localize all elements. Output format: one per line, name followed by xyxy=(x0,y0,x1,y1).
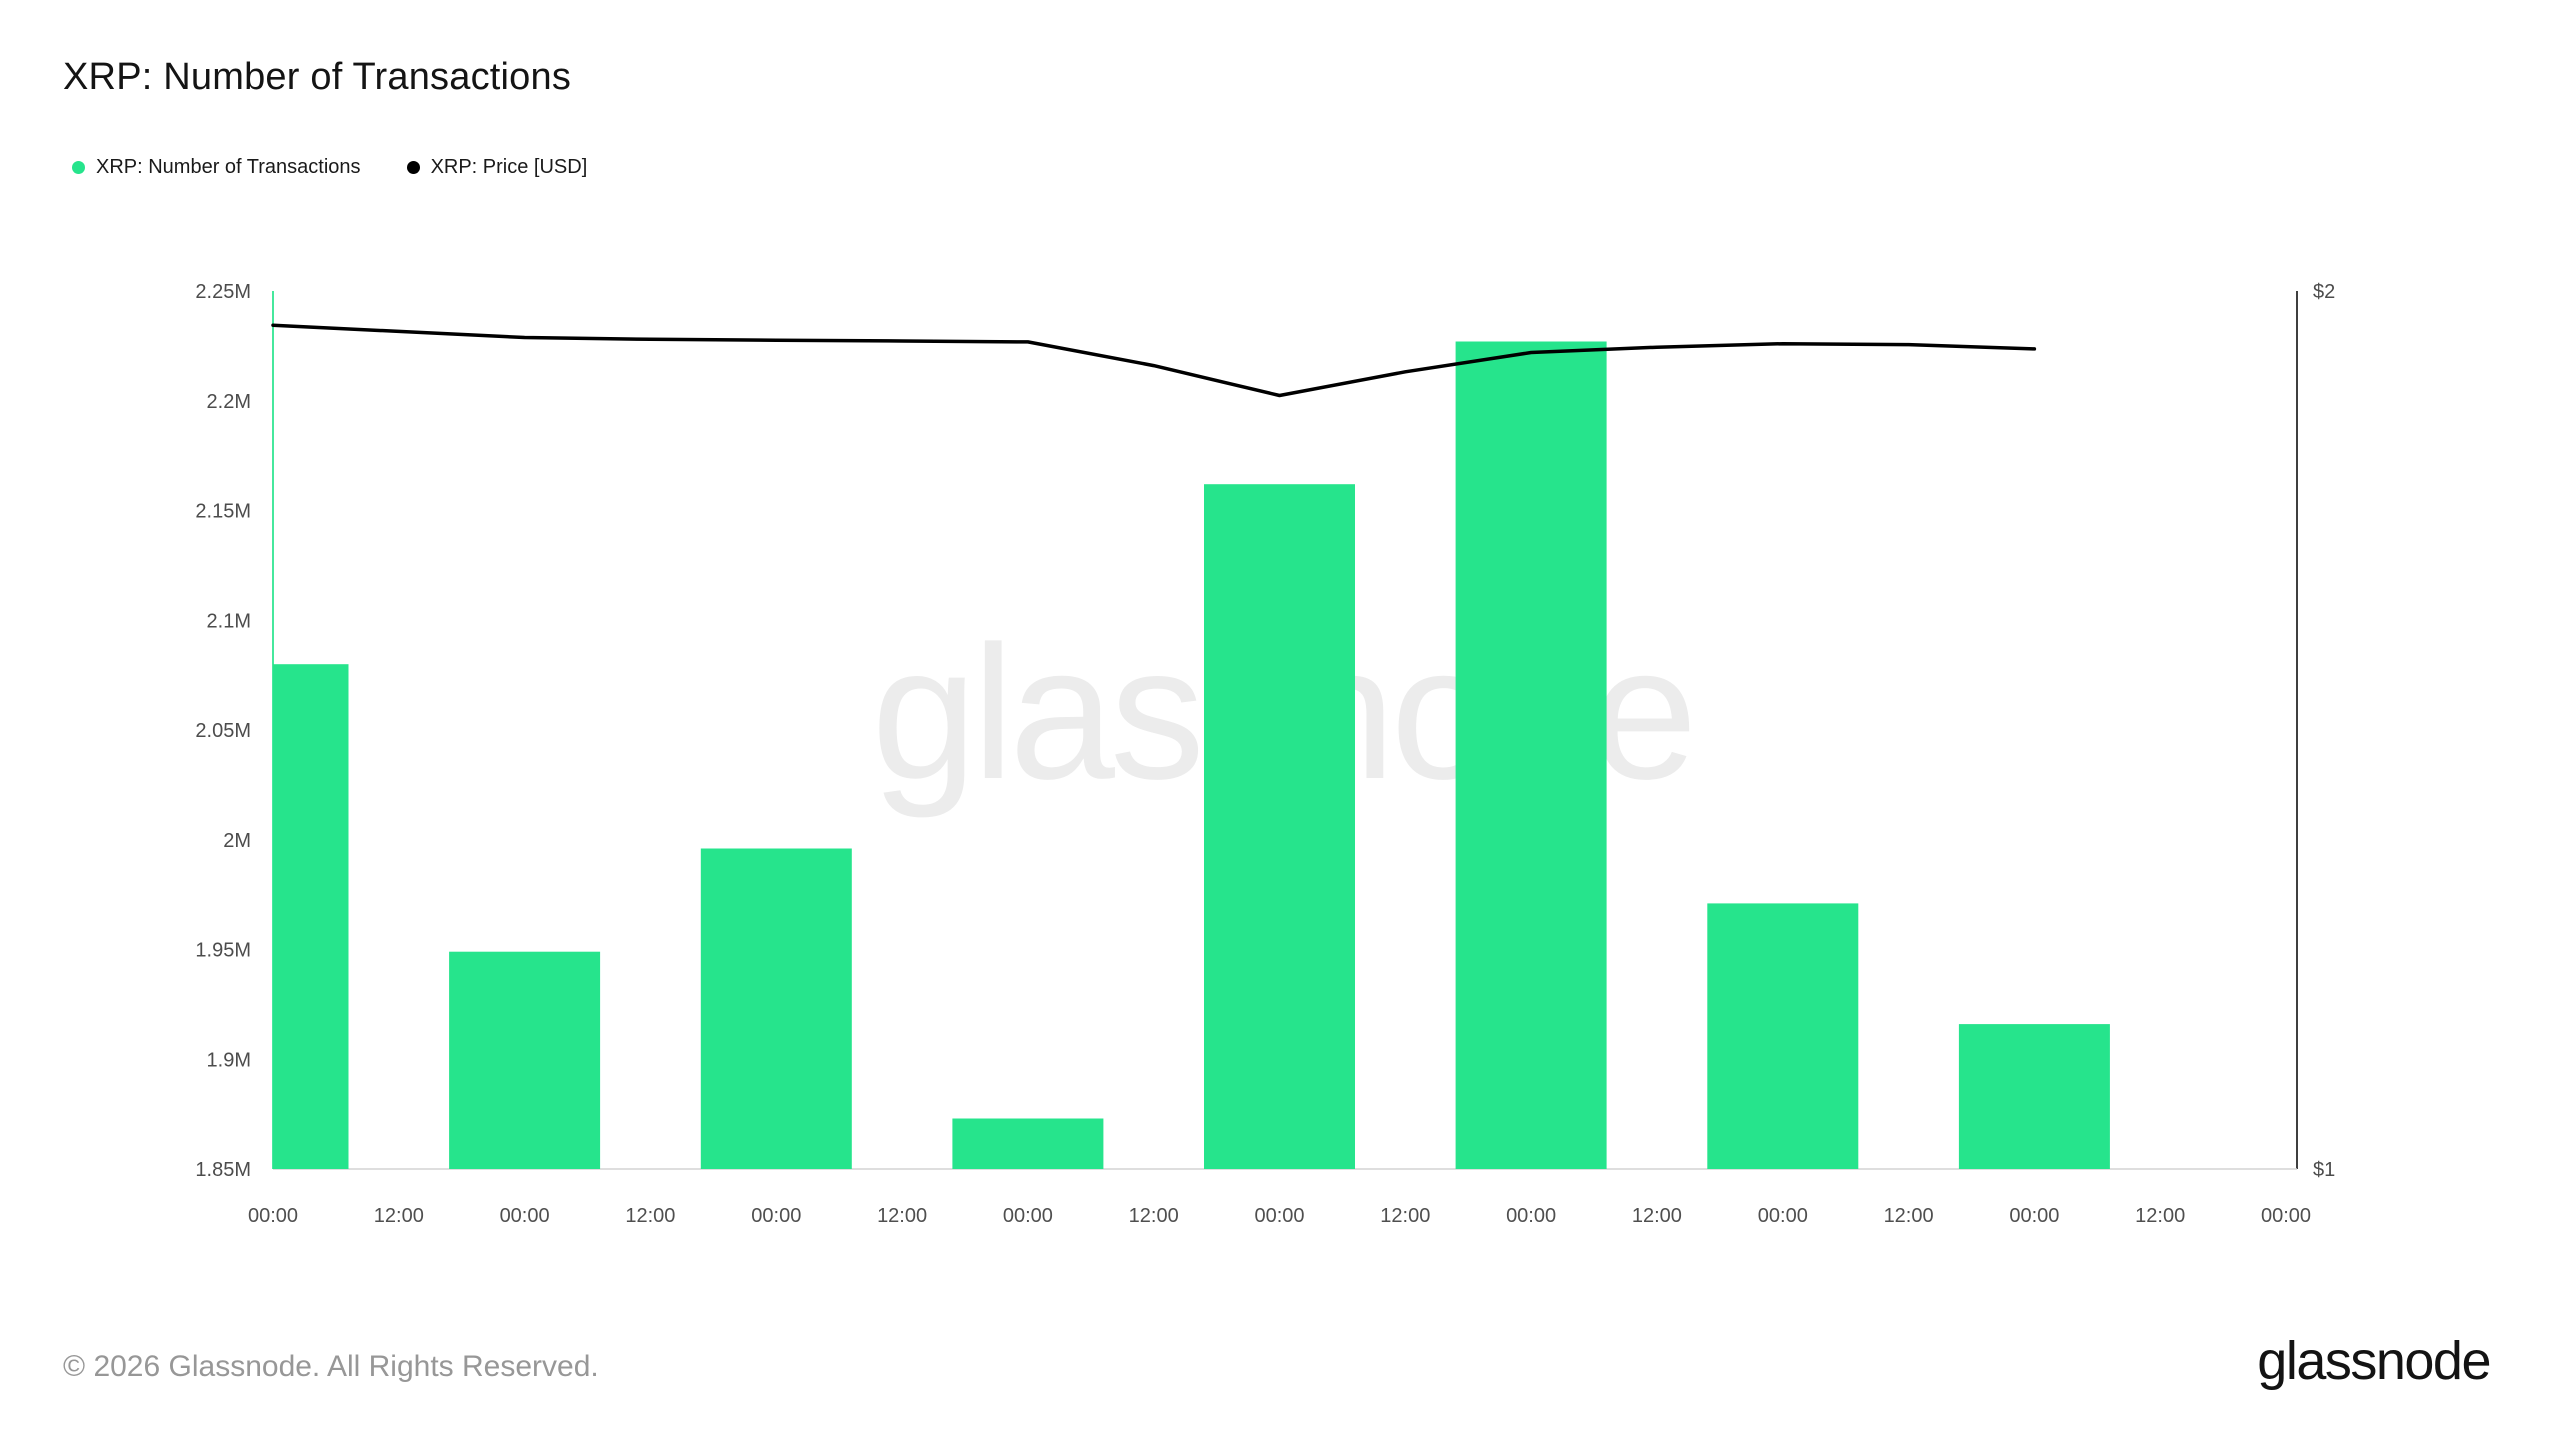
transactions-bar[interactable] xyxy=(952,1118,1104,1170)
transactions-bar[interactable] xyxy=(700,848,852,1170)
transactions-bar[interactable] xyxy=(1707,903,1859,1169)
transactions-bar[interactable] xyxy=(1958,1024,2110,1169)
left-axis-tick-label: 1.85M xyxy=(195,1159,251,1181)
x-axis-tick-label: 12:00 xyxy=(1129,1205,1179,1227)
x-axis-tick-label: 12:00 xyxy=(625,1205,675,1227)
legend-item-1[interactable]: XRP: Price [USD] xyxy=(406,156,588,179)
x-axis-tick-label: 12:00 xyxy=(1380,1205,1430,1227)
x-axis-tick-label: 12:00 xyxy=(2135,1205,2185,1227)
legend-label: XRP: Number of Transactions xyxy=(96,156,361,178)
legend-label: XRP: Price [USD] xyxy=(430,156,588,178)
chart-legend: XRP: Number of Transactions XRP: Price [U… xyxy=(72,156,587,179)
x-axis-tick-label: 00:00 xyxy=(248,1205,298,1227)
legend-dot-icon xyxy=(406,161,420,174)
price-line[interactable] xyxy=(271,323,2037,398)
x-axis-tick-label: 00:00 xyxy=(751,1205,801,1227)
left-axis-tick-label: 2M xyxy=(223,830,251,852)
right-axis-tick-label: $1 xyxy=(2313,1159,2335,1181)
transactions-bar[interactable] xyxy=(1204,484,1355,1169)
left-axis-tick-label: 1.9M xyxy=(207,1049,251,1071)
left-axis-tick-label: 2.1M xyxy=(207,610,251,632)
copyright-text: © 2026 Glassnode. All Rights Reserved. xyxy=(63,1350,599,1383)
left-axis-tick-label: 2.05M xyxy=(195,720,251,742)
left-axis-tick-label: 2.25M xyxy=(195,281,251,303)
transactions-bar[interactable] xyxy=(273,664,349,1169)
page-title: XRP: Number of Transactions xyxy=(63,56,572,98)
x-axis-tick-label: 00:00 xyxy=(500,1205,550,1227)
x-axis-tick-label: 00:00 xyxy=(1003,1205,1053,1227)
x-axis-tick-label: 00:00 xyxy=(2009,1205,2059,1227)
x-axis-tick-label: 12:00 xyxy=(1884,1205,1934,1227)
x-axis-tick-label: 00:00 xyxy=(1254,1205,1304,1227)
legend-dot-icon xyxy=(72,161,85,174)
left-axis-tick-label: 2.2M xyxy=(207,391,251,413)
transactions-bar[interactable] xyxy=(1455,341,1607,1170)
transactions-bar[interactable] xyxy=(449,951,601,1169)
x-axis-tick-label: 12:00 xyxy=(374,1205,424,1227)
x-axis-tick-label: 12:00 xyxy=(1632,1205,1682,1227)
left-axis-tick-label: 1.95M xyxy=(195,940,251,962)
right-axis-tick-label: $2 xyxy=(2313,281,2335,303)
x-axis-tick-label: 00:00 xyxy=(2261,1205,2311,1227)
x-axis-tick-label: 12:00 xyxy=(877,1205,927,1227)
legend-item-0[interactable]: XRP: Number of Transactions xyxy=(72,156,361,179)
x-axis-tick-label: 00:00 xyxy=(1758,1205,1808,1227)
glassnode-logo: glassnode xyxy=(2257,1331,2491,1391)
x-axis-tick-label: 00:00 xyxy=(1506,1205,1556,1227)
left-axis-tick-label: 2.15M xyxy=(195,501,251,523)
